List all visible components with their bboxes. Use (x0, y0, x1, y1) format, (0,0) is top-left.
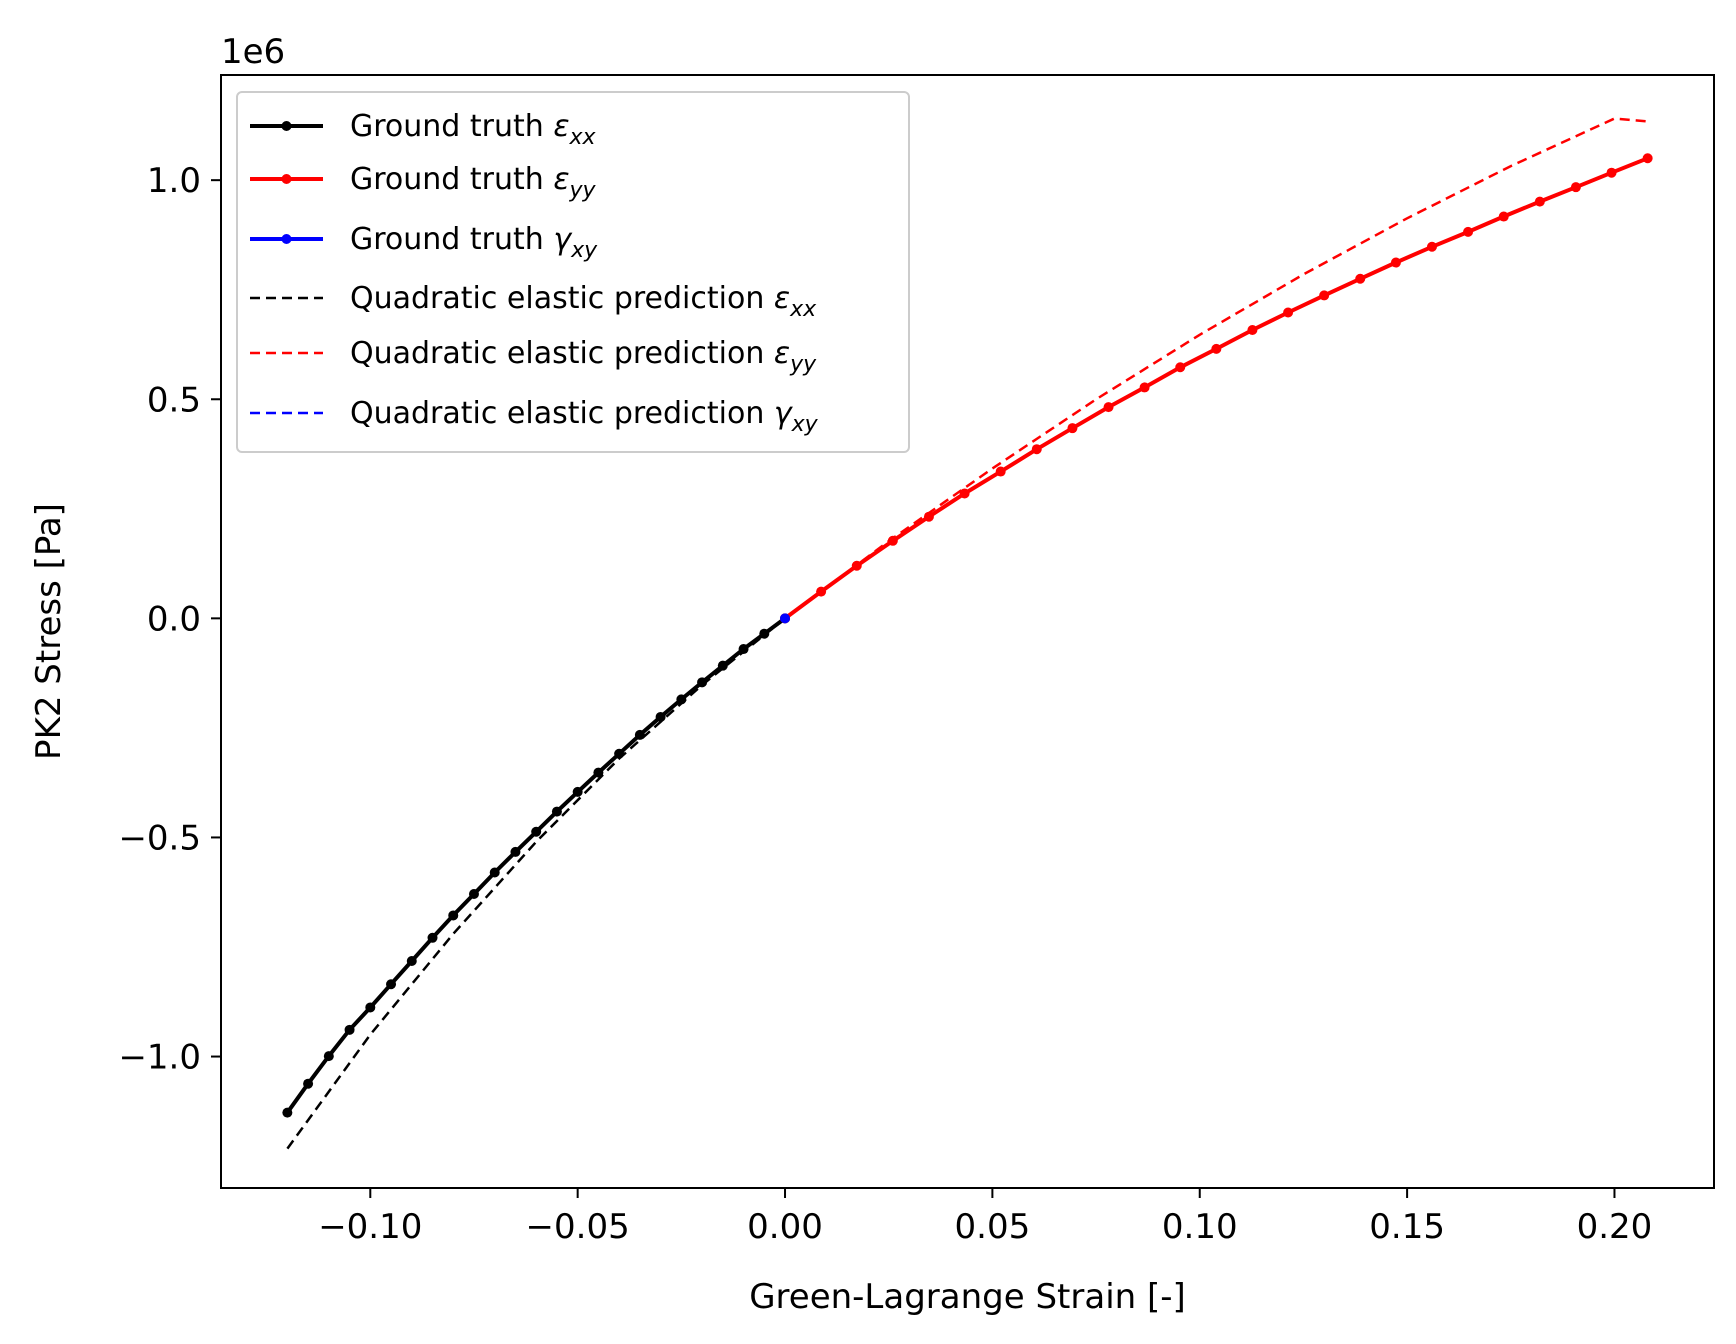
data-point (282, 1107, 293, 1118)
data-point (1211, 343, 1222, 354)
data-point (1642, 153, 1653, 164)
legend-marker (281, 234, 292, 244)
data-point (1463, 226, 1474, 237)
data-point (1103, 402, 1114, 413)
legend-entry: Quadratic elastic prediction εyy (250, 336, 817, 377)
data-point (1570, 182, 1581, 193)
data-point (1031, 444, 1042, 455)
data-point (614, 748, 625, 759)
x-axis: −0.10 −0.05 0.00 0.05 0.10 0.15 0.20 (318, 1188, 1652, 1247)
x-tick-label: 0.10 (1162, 1207, 1238, 1247)
x-tick-label: 0.20 (1577, 1207, 1653, 1247)
legend-frame (236, 91, 910, 453)
data-point (995, 466, 1006, 477)
data-point (427, 932, 438, 943)
y-axis-label: PK2 Stress [Pa] (29, 503, 69, 760)
y-tick-label: 0.5 (147, 380, 201, 420)
legend-label: Ground truth εyy (350, 162, 597, 203)
data-point (676, 694, 687, 705)
data-point (510, 846, 521, 857)
y-tick-label: 1.0 (147, 161, 201, 201)
data-point (1355, 273, 1366, 284)
data-point (468, 888, 479, 899)
data-point (1498, 211, 1509, 222)
series-0 (282, 613, 791, 1118)
data-point (1534, 196, 1545, 207)
legend-label: Quadratic elastic prediction γxy (350, 396, 819, 437)
x-tick-label: 0.15 (1369, 1207, 1445, 1247)
data-point (816, 586, 827, 597)
data-point (1426, 241, 1437, 252)
y-axis: −1.0 −0.5 0.0 0.5 1.0 (118, 161, 221, 1078)
data-point (1319, 290, 1330, 301)
series-1 (780, 153, 1653, 624)
legend-entry: Ground truth γxy (250, 222, 598, 263)
prediction-line (784, 117, 1648, 620)
legend-marker (281, 121, 292, 131)
data-point (1283, 307, 1294, 318)
data-point (448, 910, 459, 921)
legend-marker (281, 174, 292, 184)
data-point (655, 711, 666, 722)
y-offset-label: 1e6 (221, 32, 285, 72)
legend-entry: Quadratic elastic prediction εxx (250, 281, 817, 322)
data-point (1390, 257, 1401, 268)
legend-entry: Ground truth εxx (250, 109, 597, 150)
data-point (738, 644, 749, 655)
data-point (697, 677, 708, 688)
data-point (406, 956, 417, 967)
legend-entry: Ground truth εyy (250, 162, 597, 203)
data-point (634, 729, 645, 740)
x-tick-label: 0.00 (747, 1207, 823, 1247)
data-point (1247, 325, 1258, 336)
x-tick-label: 0.05 (955, 1207, 1031, 1247)
data-point (851, 560, 862, 571)
x-axis-label: Green-Lagrange Strain [-] (749, 1277, 1186, 1317)
data-point (1067, 423, 1078, 434)
data-point (887, 535, 898, 546)
data-point (303, 1078, 314, 1089)
legend-label: Quadratic elastic prediction εxx (350, 281, 817, 322)
data-point (1175, 362, 1186, 373)
data-point (386, 979, 397, 990)
x-tick-label: −0.05 (526, 1207, 630, 1247)
legend-label: Ground truth εxx (350, 109, 597, 150)
legend: Ground truth εxx Ground truth εyy Ground t… (236, 91, 910, 453)
data-point (323, 1051, 334, 1062)
legend-label: Quadratic elastic prediction εyy (350, 336, 817, 377)
legend-label: Ground truth γxy (350, 222, 598, 263)
data-point (344, 1024, 355, 1035)
data-point (1139, 382, 1150, 393)
series-layer (282, 117, 1653, 1150)
y-tick-label: 0.0 (147, 599, 201, 639)
plot-frame (220, 74, 1715, 1189)
legend-entry: Quadratic elastic prediction γxy (250, 396, 819, 437)
data-point (551, 806, 562, 817)
data-point (780, 613, 791, 624)
data-point (593, 767, 604, 778)
data-point (531, 826, 542, 837)
y-tick-label: −0.5 (118, 818, 201, 858)
data-point (959, 488, 970, 499)
data-point (572, 786, 583, 797)
data-point (923, 511, 934, 522)
x-tick-label: −0.10 (318, 1207, 422, 1247)
data-point (1606, 167, 1617, 178)
data-point (365, 1002, 376, 1013)
series-4 (784, 117, 1648, 620)
data-point (717, 660, 728, 671)
data-point (489, 867, 500, 878)
data-point (759, 628, 770, 639)
series-2 (780, 613, 791, 624)
y-tick-label: −1.0 (118, 1038, 201, 1078)
